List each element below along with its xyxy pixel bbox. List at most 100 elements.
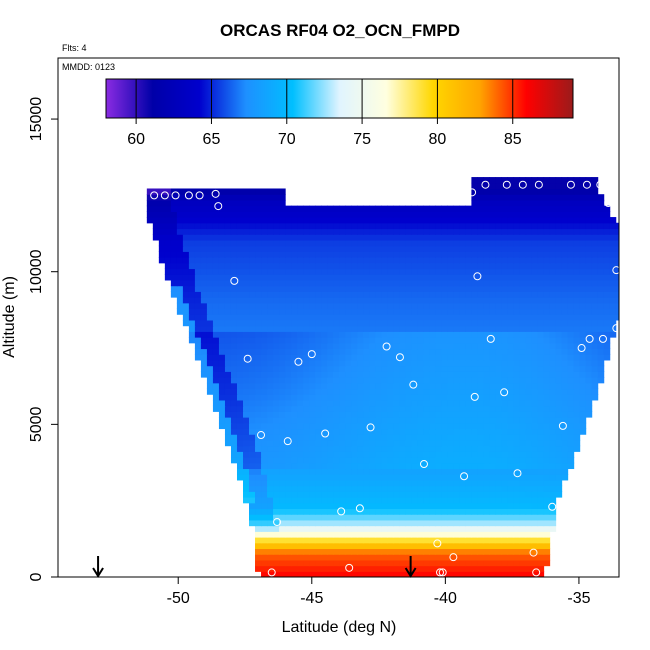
field-cell: [501, 428, 509, 435]
field-cell: [381, 228, 388, 235]
field-cell: [507, 222, 515, 230]
field-cell: [459, 497, 466, 504]
field-cell: [267, 194, 274, 201]
observation-point: [307, 350, 316, 359]
field-cell: [417, 439, 424, 447]
field-cell: [315, 508, 322, 515]
field-cell: [279, 417, 286, 424]
field-cell: [429, 405, 436, 412]
field-cell: [405, 325, 412, 332]
field-cell: [459, 451, 466, 458]
field-cell: [381, 348, 388, 355]
field-cell: [429, 462, 436, 470]
field-cell: [561, 382, 569, 390]
field-cell: [489, 199, 497, 207]
field-cell: [212, 268, 220, 275]
field-cell: [399, 445, 406, 452]
field-cell: [375, 228, 382, 235]
field-cell: [333, 554, 340, 561]
field-cell: [591, 228, 599, 235]
field-cell: [399, 291, 406, 298]
field-cell: [399, 399, 406, 407]
field-cell: [357, 497, 364, 504]
field-cell: [357, 559, 364, 567]
field-cell: [399, 434, 406, 441]
field-cell: [363, 279, 370, 287]
field-cell: [236, 291, 244, 298]
field-cell: [555, 297, 563, 304]
field-cell: [579, 245, 587, 252]
field-cell: [303, 325, 310, 332]
field-cell: [315, 491, 322, 498]
field-cell: [224, 399, 232, 407]
field-cell: [230, 279, 238, 287]
field-cell: [261, 388, 268, 395]
field-cell: [591, 342, 599, 350]
field-cell: [206, 217, 214, 224]
field-cell: [261, 245, 268, 252]
field-cell: [471, 479, 479, 487]
field-cell: [194, 194, 202, 201]
field-cell: [591, 365, 599, 372]
field-cell: [423, 365, 430, 372]
field-cell: [477, 308, 485, 315]
field-cell: [441, 422, 448, 430]
field-cell: [224, 314, 232, 321]
field-cell: [357, 268, 364, 275]
field-cell: [333, 519, 340, 527]
field-cell: [525, 462, 533, 470]
field-cell: [525, 405, 533, 412]
field-cell: [513, 411, 521, 418]
field-cell: [363, 302, 370, 310]
field-cell: [243, 337, 250, 344]
field-cell: [597, 308, 605, 315]
field-cell: [441, 462, 448, 470]
field-cell: [537, 217, 545, 224]
field-cell: [339, 417, 346, 424]
field-cell: [531, 177, 539, 184]
field-cell: [549, 399, 557, 407]
field-cell: [381, 451, 388, 458]
field-cell: [447, 359, 454, 367]
field-cell: [212, 279, 220, 287]
field-cell: [381, 211, 388, 218]
field-cell: [399, 302, 406, 310]
field-cell: [291, 382, 298, 390]
field-cell: [561, 217, 569, 224]
field-cell: [495, 274, 503, 281]
field-cell: [459, 514, 466, 521]
field-cell: [279, 502, 286, 510]
field-cell: [465, 337, 472, 344]
field-cell: [423, 399, 430, 407]
field-cell: [405, 359, 412, 367]
field-cell: [357, 502, 364, 510]
field-cell: [471, 388, 479, 395]
field-cell: [531, 194, 539, 201]
field-cell: [182, 257, 190, 264]
field-cell: [333, 422, 340, 430]
field-cell: [357, 405, 364, 412]
observation-point: [481, 180, 490, 189]
field-cell: [435, 239, 442, 247]
field-cell: [477, 485, 485, 492]
field-cell: [477, 211, 485, 218]
field-cell: [351, 205, 358, 212]
field-cell: [447, 222, 454, 230]
field-cell: [459, 325, 466, 332]
field-cell: [291, 319, 298, 327]
field-cell: [327, 514, 334, 521]
field-cell: [585, 251, 593, 258]
field-cell: [327, 508, 334, 515]
field-cell: [435, 257, 442, 264]
field-cell: [267, 354, 274, 361]
field-cell: [441, 365, 448, 372]
y-tick-label: 10000: [28, 249, 45, 294]
field-cell: [495, 279, 503, 287]
field-cell: [375, 274, 382, 281]
field-cell: [489, 217, 497, 224]
field-cell: [279, 474, 286, 481]
field-cell: [315, 279, 322, 287]
field-cell: [194, 205, 202, 212]
field-cell: [152, 211, 160, 218]
field-cell: [537, 285, 545, 292]
